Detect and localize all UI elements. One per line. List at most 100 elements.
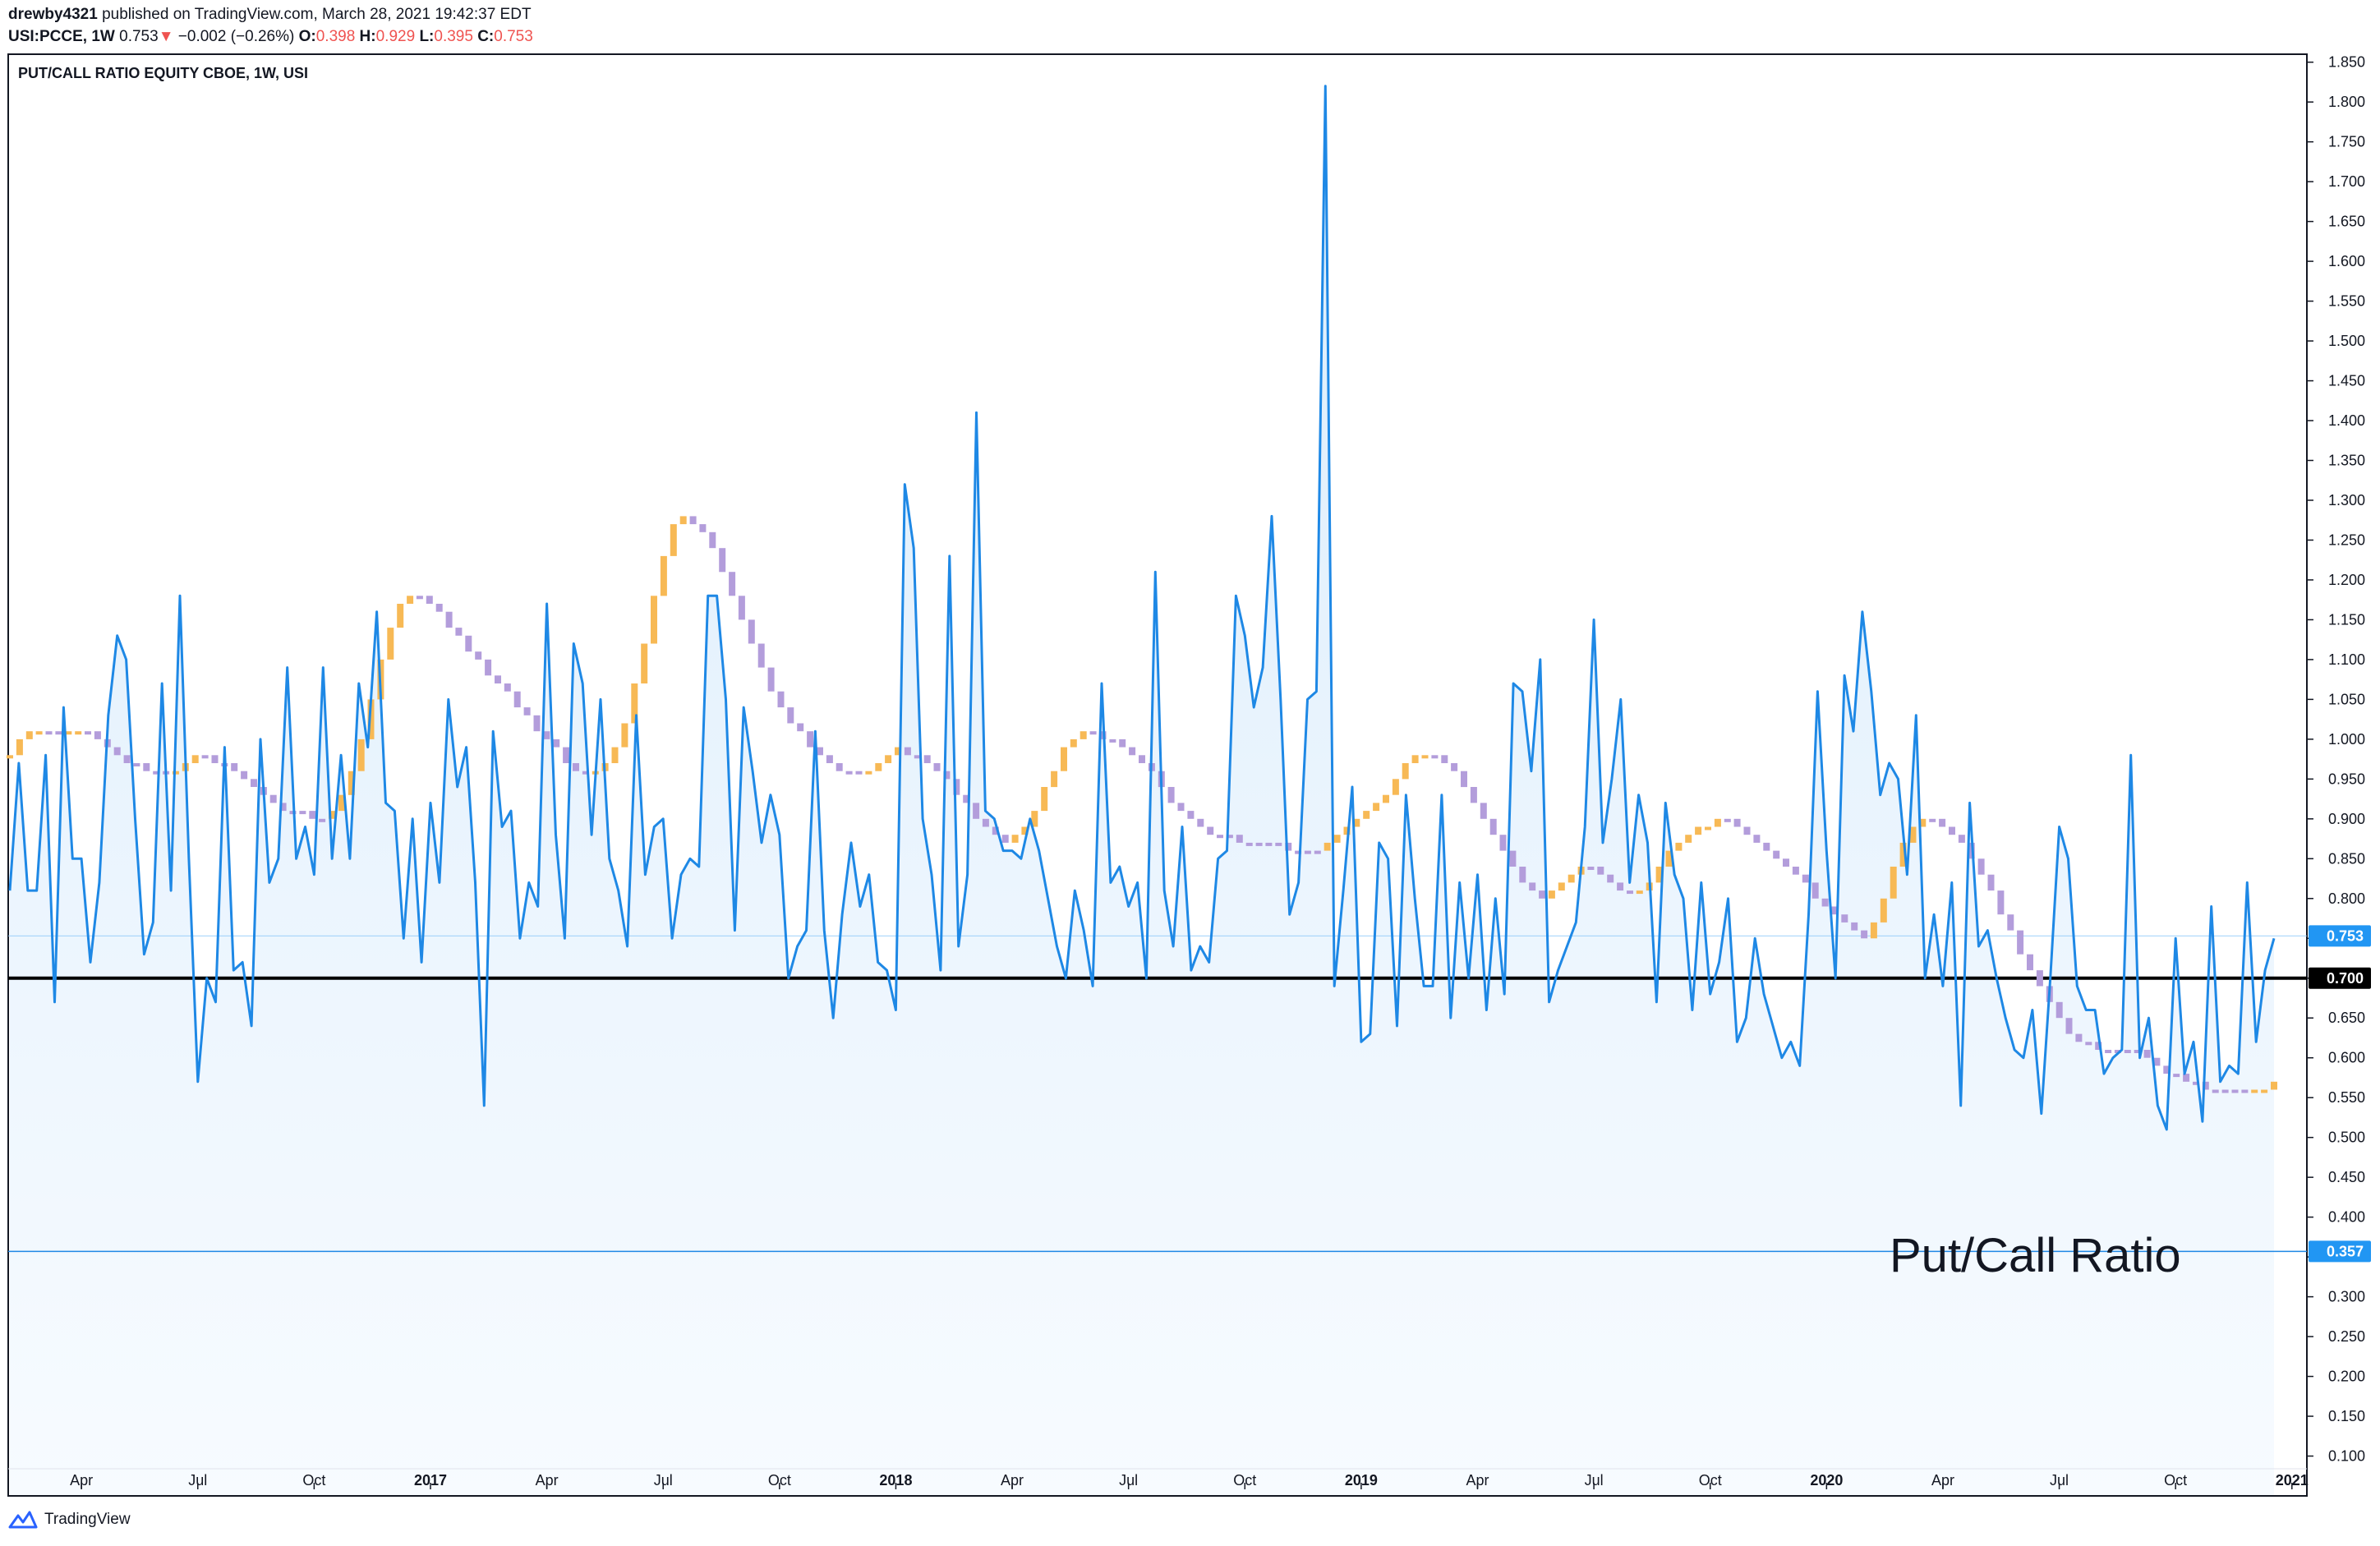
ma-segment bbox=[797, 723, 804, 732]
ma-segment bbox=[2251, 1089, 2258, 1093]
level-badge-0-357-bg bbox=[2309, 1240, 2371, 1263]
ma-segment bbox=[1919, 818, 1927, 827]
time-axis[interactable]: Apr Jul Oct 2017 Apr Jul Oct 2018 Apr Jul Oct 2019 A… bbox=[8, 1468, 2380, 1489]
price-tick-label: 0.300 bbox=[2328, 1289, 2365, 1305]
ma-segment bbox=[397, 604, 404, 628]
time-tick-label: 2020 bbox=[1810, 1472, 1843, 1488]
ma-segment bbox=[2055, 1001, 2063, 1019]
ma-segment bbox=[963, 794, 970, 803]
ma-segment bbox=[416, 596, 423, 600]
ma-segment bbox=[777, 691, 785, 708]
ma-segment bbox=[1207, 826, 1214, 835]
ma-segment bbox=[1939, 818, 1946, 827]
ma-segment bbox=[885, 755, 892, 763]
down-arrow-icon: ▼ bbox=[158, 28, 174, 45]
ma-segment bbox=[1451, 763, 1458, 771]
ma-segment bbox=[1587, 867, 1595, 870]
price-tick-label: 0.400 bbox=[2328, 1209, 2365, 1226]
time-tick-label: Apr bbox=[1931, 1472, 1954, 1488]
time-tick-label: Apr bbox=[1001, 1472, 1024, 1488]
tradingview-logo[interactable]: TradingView bbox=[8, 1507, 131, 1532]
ma-segment bbox=[2095, 1042, 2102, 1050]
ma-segment bbox=[709, 531, 716, 549]
tradingview-icon bbox=[8, 1511, 38, 1529]
time-tick-label: Oct bbox=[2164, 1472, 2187, 1488]
moving-average bbox=[7, 516, 2277, 1093]
ma-segment bbox=[45, 731, 53, 735]
ma-segment bbox=[279, 803, 287, 812]
ma-segment bbox=[817, 747, 823, 756]
open-value: 0.398 bbox=[315, 28, 356, 45]
ma-segment bbox=[836, 763, 843, 771]
time-tick-label: Oct bbox=[302, 1472, 325, 1488]
price-tick-label: 1.100 bbox=[2328, 651, 2365, 668]
ma-segment bbox=[2231, 1089, 2239, 1093]
price-tick-label: 1.600 bbox=[2328, 253, 2365, 269]
ma-segment bbox=[923, 755, 931, 763]
ma-segment bbox=[329, 811, 335, 819]
ma-segment bbox=[1001, 835, 1009, 843]
ma-segment bbox=[2163, 1065, 2171, 1074]
ma-segment bbox=[1080, 731, 1087, 739]
price-tick-label: 1.000 bbox=[2328, 731, 2365, 748]
ma-segment bbox=[2124, 1050, 2131, 1053]
price-axis[interactable]: 1.850 1.800 1.750 1.700 1.650 1.600 1.550 1.500… bbox=[2307, 54, 2371, 1465]
level-badge-0-357: 0.357 bbox=[2327, 1243, 2364, 1259]
price-tick-label: 1.750 bbox=[2328, 134, 2365, 150]
ma-segment bbox=[1890, 867, 1897, 899]
ma-segment bbox=[2017, 930, 2024, 955]
time-tick-label: Apr bbox=[536, 1472, 559, 1488]
ma-segment bbox=[387, 628, 394, 660]
ma-segment bbox=[1714, 818, 1721, 827]
author-name[interactable]: drewby4321 bbox=[8, 6, 98, 23]
ma-segment bbox=[641, 643, 648, 683]
high-label: H: bbox=[359, 28, 376, 45]
ma-segment bbox=[2007, 914, 2014, 931]
time-tick-label: Apr bbox=[1466, 1472, 1489, 1488]
price-tick-label: 1.550 bbox=[2328, 293, 2365, 310]
ma-segment bbox=[729, 572, 736, 596]
ma-segment bbox=[1089, 731, 1097, 735]
symbol-label[interactable]: USI:PCCE, 1W bbox=[8, 28, 115, 45]
price-tick-label: 1.400 bbox=[2328, 412, 2365, 429]
ma-segment bbox=[1783, 858, 1789, 867]
ma-segment bbox=[1567, 874, 1575, 883]
ma-segment bbox=[309, 811, 316, 819]
ma-segment bbox=[1597, 867, 1604, 875]
time-tick-label: 2019 bbox=[1345, 1472, 1378, 1488]
ma-segment bbox=[865, 771, 872, 775]
ma-segment bbox=[523, 707, 531, 715]
ma-segment bbox=[485, 659, 492, 676]
ma-segment bbox=[241, 771, 248, 780]
low-label: L: bbox=[419, 28, 435, 45]
ma-segment bbox=[738, 596, 745, 620]
price-tick-label: 0.450 bbox=[2328, 1169, 2365, 1185]
ma-segment bbox=[1431, 755, 1439, 759]
ma-segment bbox=[1861, 930, 1868, 939]
time-tick-label: Jul bbox=[188, 1472, 207, 1488]
ma-segment bbox=[855, 771, 863, 775]
ma-segment bbox=[533, 715, 541, 732]
ma-segment bbox=[211, 755, 219, 763]
ma-segment bbox=[35, 731, 43, 735]
price-tick-label: 0.550 bbox=[2328, 1089, 2365, 1106]
price-tick-label: 1.250 bbox=[2328, 531, 2365, 548]
ma-segment bbox=[1353, 818, 1360, 827]
last-value-badge: 0.753 bbox=[2327, 927, 2364, 944]
ma-segment bbox=[904, 747, 911, 756]
ma-segment bbox=[1987, 874, 1995, 891]
ma-segment bbox=[1617, 882, 1624, 891]
ma-segment bbox=[1383, 794, 1389, 803]
ma-segment bbox=[757, 643, 765, 668]
price-tick-label: 1.450 bbox=[2328, 373, 2365, 389]
ma-segment bbox=[973, 803, 980, 819]
ma-segment bbox=[2183, 1074, 2190, 1082]
ma-segment bbox=[2202, 1081, 2209, 1090]
chart-header: drewby4321 published on TradingView.com,… bbox=[8, 5, 1323, 47]
price-tick-label: 0.650 bbox=[2328, 1010, 2365, 1026]
price-tick-label: 0.600 bbox=[2328, 1050, 2365, 1066]
ma-segment bbox=[113, 747, 121, 756]
ma-segment bbox=[1373, 803, 1380, 812]
